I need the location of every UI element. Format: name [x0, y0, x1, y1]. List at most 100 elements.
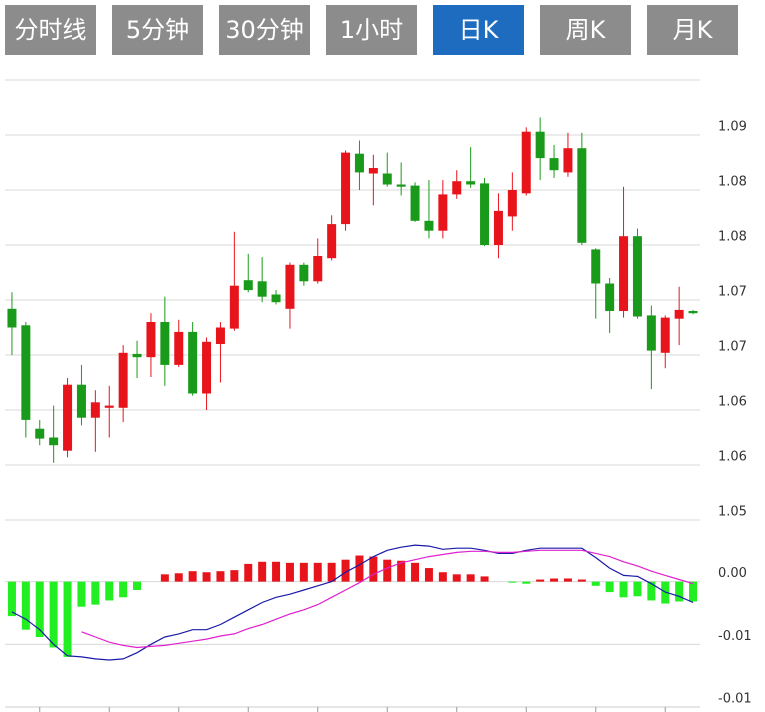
- y-tick-label: 1.07: [718, 285, 747, 300]
- candle-body: [188, 331, 198, 394]
- candle-body: [104, 405, 114, 408]
- candle-body: [271, 294, 281, 303]
- macd-bar: [341, 559, 350, 582]
- candle-body: [396, 184, 406, 187]
- macd-bar: [63, 581, 72, 657]
- candle-body: [327, 224, 337, 259]
- y-tick-label: 1.07: [718, 340, 747, 355]
- macd-bar: [160, 574, 169, 582]
- macd-bar: [91, 581, 100, 605]
- y-tick-label: -0.01: [718, 629, 752, 644]
- candle-body: [438, 194, 448, 231]
- y-tick-label: -0.01: [718, 692, 752, 707]
- macd-bar: [49, 581, 58, 648]
- candle-body: [257, 281, 267, 297]
- macd-bar: [299, 562, 308, 582]
- candle-body: [21, 325, 31, 420]
- macd-bar: [216, 571, 225, 582]
- macd-bar: [119, 581, 128, 598]
- candle-body: [229, 285, 239, 329]
- period-tab[interactable]: 周K: [540, 5, 631, 55]
- macd-bar: [577, 579, 586, 582]
- macd-line: [11, 544, 694, 661]
- macd-bar: [550, 578, 559, 582]
- candle-body: [480, 183, 490, 245]
- candle-body: [605, 283, 615, 311]
- macd-bar: [21, 581, 30, 630]
- candle-body: [202, 341, 212, 394]
- candle-body: [549, 158, 559, 171]
- candle-body: [118, 352, 128, 408]
- candle-body: [577, 148, 587, 243]
- macd-bar: [230, 570, 239, 582]
- period-tabs: 分时线 5分钟 30分钟 1小时 日K 周K 月K: [0, 0, 765, 60]
- macd-bar: [327, 562, 336, 582]
- macd-bar: [355, 555, 364, 582]
- candle-body: [688, 311, 698, 314]
- macd-bar: [633, 581, 642, 597]
- candle-body: [243, 280, 253, 291]
- candle-body: [174, 331, 184, 365]
- y-tick-label: 1.06: [718, 395, 747, 410]
- candle-body: [619, 236, 629, 311]
- macd-bar: [411, 562, 420, 582]
- period-tab[interactable]: 分时线: [5, 5, 96, 55]
- candle-body: [132, 353, 142, 358]
- macd-bar: [591, 581, 600, 586]
- candle-body: [521, 131, 531, 194]
- candle-body: [160, 322, 170, 365]
- macd-bar: [563, 578, 572, 582]
- candle-body: [49, 437, 59, 446]
- candle-body: [354, 153, 364, 173]
- candle-body: [313, 256, 323, 282]
- macd-bar: [466, 574, 475, 582]
- macd-bar: [452, 574, 461, 582]
- candle-body: [368, 168, 378, 174]
- candle-body: [591, 249, 601, 284]
- y-tick-label: 1.08: [718, 230, 747, 245]
- candle-body: [535, 131, 545, 159]
- y-tick-label: 0.00: [718, 566, 747, 581]
- macd-bar: [369, 556, 378, 582]
- y-tick-label: 1.08: [718, 175, 747, 190]
- period-tab[interactable]: 5分钟: [112, 5, 203, 55]
- candle-body: [382, 173, 392, 185]
- macd-bar: [7, 581, 16, 617]
- candle-body: [410, 185, 420, 221]
- candle-body: [35, 428, 45, 439]
- candle-body: [424, 220, 434, 231]
- macd-bar: [244, 563, 253, 582]
- macd-bar: [397, 560, 406, 582]
- macd-bar: [313, 562, 322, 582]
- macd-bar: [105, 581, 114, 601]
- macd-bar: [258, 561, 267, 582]
- candle-body: [660, 317, 670, 353]
- macd-bar: [285, 562, 294, 582]
- candle-body: [7, 308, 17, 328]
- macd-bar: [508, 581, 517, 583]
- macd-bar: [438, 572, 447, 582]
- candle-body: [466, 181, 476, 185]
- period-tab[interactable]: 30分钟: [219, 5, 310, 55]
- macd-bar: [522, 581, 531, 584]
- period-tab[interactable]: 日K: [433, 5, 524, 55]
- candle-body: [341, 152, 351, 225]
- macd-line: [81, 549, 694, 649]
- candle-body: [646, 315, 656, 351]
- candle-body: [632, 236, 642, 317]
- period-tab[interactable]: 月K: [647, 5, 738, 55]
- candle-body: [493, 210, 503, 245]
- candle-body: [63, 384, 73, 451]
- macd-bar: [77, 581, 86, 607]
- period-tab[interactable]: 1小时: [326, 5, 417, 55]
- candle-body: [76, 384, 86, 418]
- macd-bar: [480, 576, 489, 582]
- candle-body: [215, 327, 225, 344]
- macd-bar: [675, 581, 684, 602]
- candle-body: [146, 322, 156, 358]
- candle-body: [285, 264, 295, 309]
- macd-bar: [424, 568, 433, 582]
- candle-body: [674, 309, 684, 319]
- y-tick-label: 1.09: [718, 120, 747, 135]
